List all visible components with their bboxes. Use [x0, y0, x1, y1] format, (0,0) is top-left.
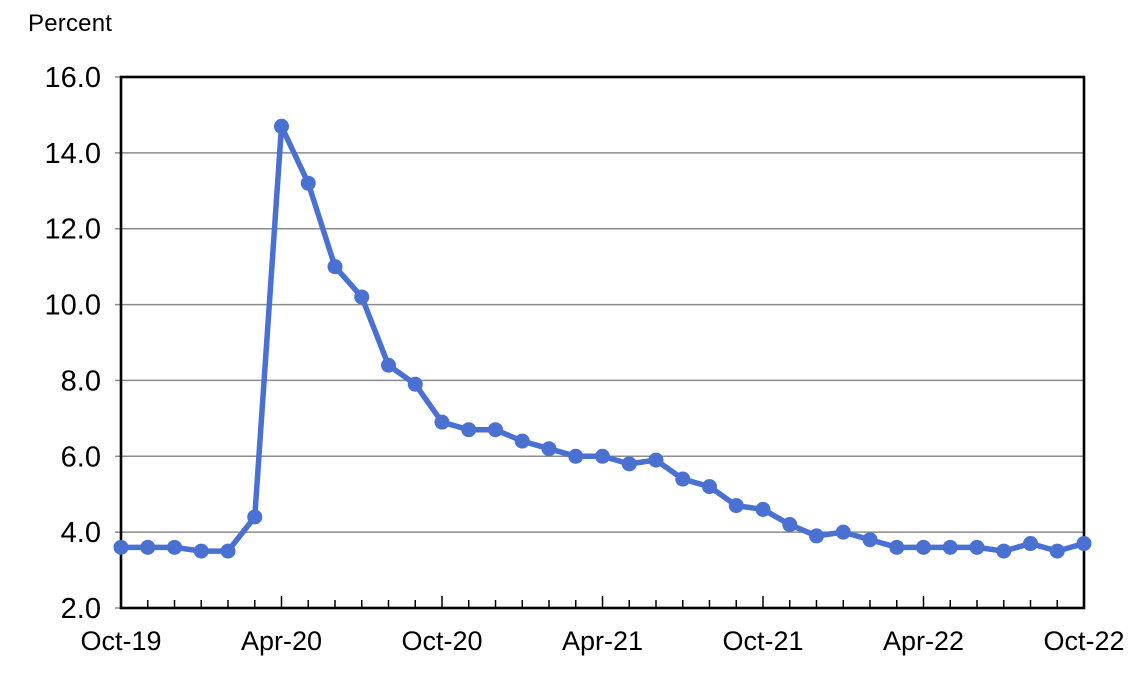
data-point [220, 543, 236, 559]
x-tick-label: Oct-21 [722, 626, 803, 656]
data-point [247, 509, 263, 525]
data-point [113, 539, 129, 555]
data-point [354, 289, 370, 305]
data-point [755, 501, 771, 517]
data-point [461, 422, 477, 438]
data-point [889, 539, 905, 555]
data-point [728, 498, 744, 514]
y-tick-label: 4.0 [61, 517, 101, 549]
data-point [300, 175, 316, 191]
y-tick-label: 8.0 [61, 365, 101, 397]
data-point [809, 528, 824, 544]
data-point [996, 543, 1012, 559]
data-point [140, 539, 156, 555]
data-point [1049, 543, 1065, 559]
x-tick-label: Oct-20 [401, 626, 482, 656]
data-point [916, 539, 931, 555]
y-tick-label: 16.0 [45, 62, 101, 94]
data-point [835, 524, 851, 540]
y-tick-label: 14.0 [45, 138, 101, 170]
data-point [648, 452, 664, 468]
data-point [702, 479, 717, 495]
x-tick-label: Oct-22 [1043, 626, 1124, 656]
data-point [434, 414, 450, 430]
data-point [381, 357, 396, 373]
data-point [862, 532, 878, 548]
data-point [782, 517, 798, 533]
data-point [541, 441, 557, 457]
y-tick-label: 12.0 [45, 214, 101, 246]
data-point [969, 539, 985, 555]
data-point [1023, 536, 1038, 552]
data-point [193, 543, 209, 559]
data-point [942, 539, 958, 555]
data-point [514, 433, 530, 449]
data-line [118, 123, 1087, 554]
data-point [488, 422, 503, 438]
y-tick-label: 2.0 [61, 593, 101, 625]
y-tick-label: 10.0 [45, 290, 101, 322]
data-point [1076, 536, 1092, 552]
data-point [407, 376, 423, 392]
data-point [595, 448, 610, 464]
x-tick-label: Oct-19 [80, 626, 161, 656]
x-tick-label: Apr-21 [562, 626, 643, 656]
y-tick-label: 6.0 [61, 441, 101, 473]
x-tick-label: Apr-22 [883, 626, 964, 656]
data-point [274, 118, 289, 134]
data-point [167, 539, 182, 555]
data-point [327, 259, 343, 275]
data-point [675, 471, 691, 487]
y-axis-title: Percent [28, 10, 113, 37]
data-point [568, 448, 584, 464]
data-point [621, 456, 637, 472]
plot-border [119, 75, 1086, 610]
x-tick-label: Apr-20 [241, 626, 322, 656]
